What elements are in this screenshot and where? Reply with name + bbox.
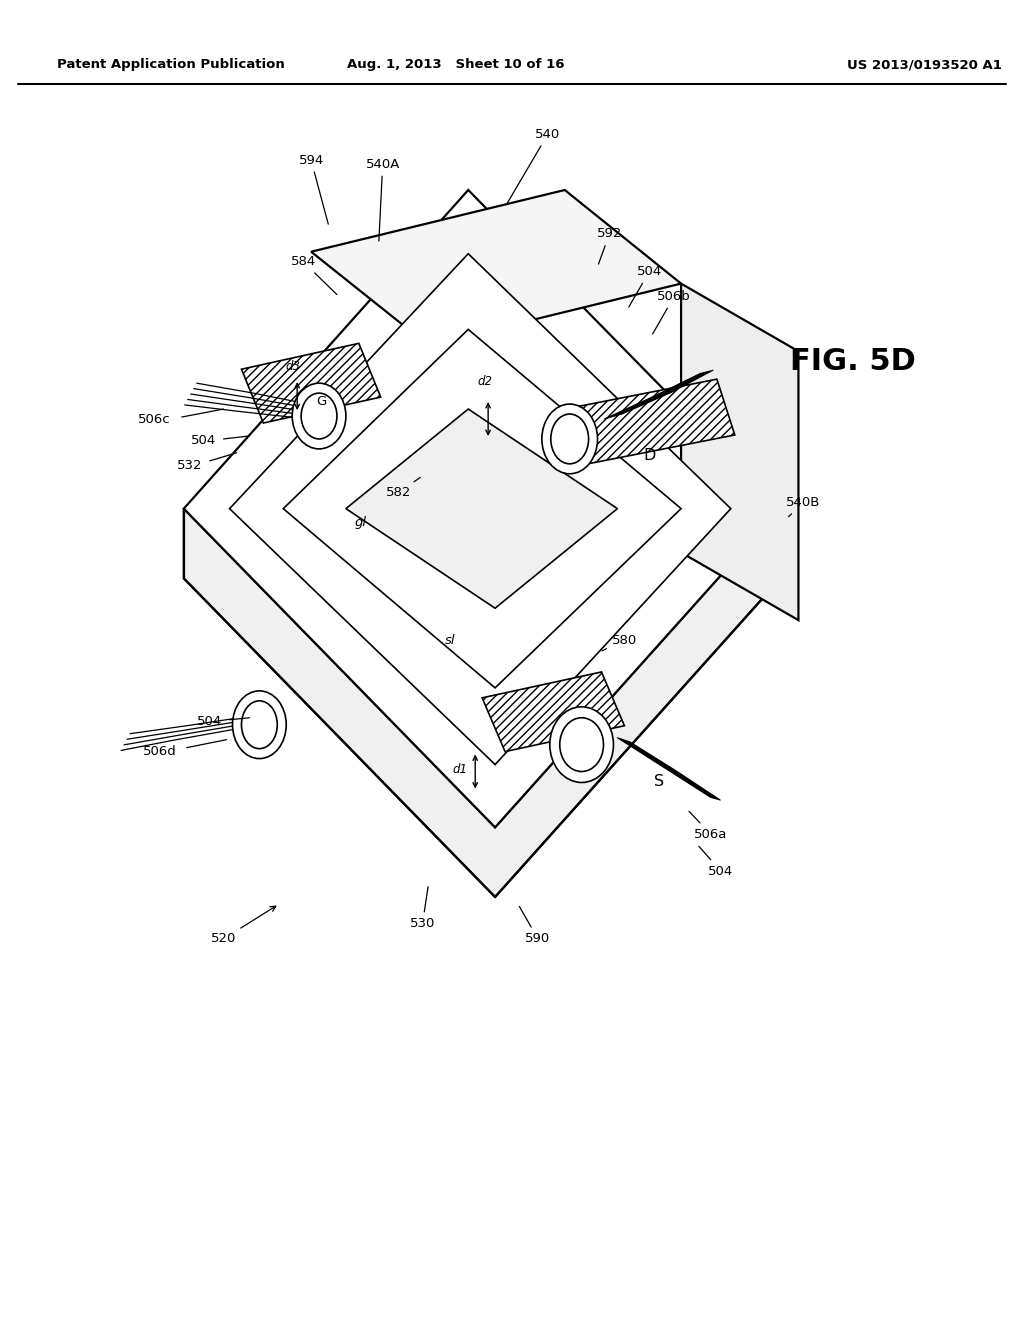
Ellipse shape [542,404,598,474]
Polygon shape [183,508,780,898]
Text: 506d: 506d [143,744,177,758]
Text: 506a: 506a [689,812,728,841]
Text: 520: 520 [211,907,275,945]
Ellipse shape [292,383,346,449]
Text: 504: 504 [197,715,222,729]
Text: 540: 540 [507,128,560,205]
Text: D: D [643,449,655,463]
Polygon shape [229,253,731,764]
Text: 580: 580 [602,634,637,651]
Ellipse shape [242,701,278,748]
Text: 504: 504 [191,434,216,447]
Polygon shape [346,409,617,609]
Text: 594: 594 [298,153,329,224]
Text: US 2013/0193520 A1: US 2013/0193520 A1 [848,58,1002,71]
Text: 506b: 506b [652,290,691,334]
Polygon shape [311,190,681,346]
Text: G: G [316,395,327,408]
Text: Patent Application Publication: Patent Application Publication [57,58,286,71]
Text: Aug. 1, 2013   Sheet 10 of 16: Aug. 1, 2013 Sheet 10 of 16 [346,58,564,71]
Text: FIG. 5D: FIG. 5D [791,347,916,376]
Ellipse shape [301,393,337,440]
Text: S: S [654,774,665,789]
Ellipse shape [551,414,589,463]
Text: 584: 584 [291,255,337,294]
Text: d1: d1 [453,763,468,776]
Polygon shape [242,343,381,422]
Text: d2: d2 [477,375,493,388]
Text: 504: 504 [698,846,733,878]
Polygon shape [681,284,799,620]
Text: 590: 590 [519,907,551,945]
Polygon shape [284,330,681,688]
Ellipse shape [232,690,287,759]
Ellipse shape [560,718,603,771]
Text: 540B: 540B [786,496,820,516]
Text: 540A: 540A [366,157,400,242]
Text: 504: 504 [629,265,662,308]
Text: 530: 530 [410,887,435,931]
Polygon shape [482,672,625,751]
Polygon shape [183,190,780,828]
Polygon shape [555,379,735,467]
Text: d3: d3 [286,360,301,372]
Text: 506c: 506c [137,413,170,425]
Text: sl: sl [445,634,456,647]
Text: 532: 532 [177,459,203,473]
Text: gl: gl [355,516,367,529]
Text: 582: 582 [386,478,420,499]
Text: 592: 592 [597,227,623,264]
Ellipse shape [550,706,613,783]
